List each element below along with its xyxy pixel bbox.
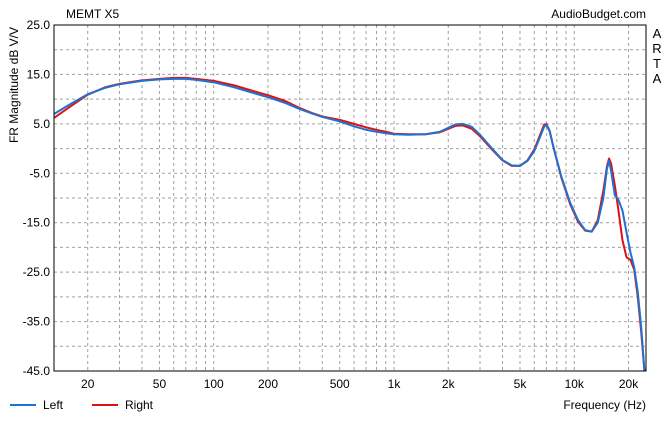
y-axis-label: FR Magnitude dB V/V [7, 27, 21, 143]
brand-label: AudioBudget.com [551, 7, 646, 21]
series-line-right [54, 76, 646, 371]
x-tick-label: 20k [619, 377, 639, 391]
x-tick-label: 2k [442, 377, 456, 391]
x-tick-label: 200 [258, 377, 278, 391]
y-tick-label: -5.0 [29, 166, 50, 180]
y-tick-label: -15.0 [23, 216, 51, 230]
y-tick-label: -35.0 [23, 315, 51, 329]
side-label-letter: T [653, 56, 661, 71]
y-tick-label: 25.0 [27, 18, 51, 32]
side-label-letter: R [652, 41, 661, 56]
x-tick-labels: 20 50 100 200 500 1k 2k 5k 10k 20k [81, 377, 639, 391]
series-layer [54, 76, 646, 371]
x-axis-label: Frequency (Hz) [563, 398, 646, 412]
legend-label-left: Left [43, 398, 64, 412]
x-tick-label: 5k [514, 377, 528, 391]
side-label-letter: A [653, 71, 662, 86]
x-tick-label: 1k [388, 377, 402, 391]
x-tick-label: 50 [153, 377, 167, 391]
grid [54, 25, 646, 371]
chart-title: MEMT X5 [66, 7, 119, 21]
plot-frame [53, 24, 647, 372]
x-tick-label: 100 [204, 377, 224, 391]
y-tick-label: -25.0 [23, 265, 51, 279]
y-tick-label: 15.0 [27, 67, 51, 81]
y-tick-labels: 25.0 15.0 5.0 -5.0 -15.0 -25.0 -35.0 -45.0 [23, 18, 51, 378]
series-line-left [54, 77, 646, 371]
side-label-letter: A [653, 26, 662, 41]
legend: Left Right [10, 398, 154, 412]
x-tick-label: 10k [565, 377, 585, 391]
legend-label-right: Right [125, 398, 154, 412]
y-tick-label: -45.0 [23, 364, 51, 378]
y-tick-label: 5.0 [33, 117, 50, 131]
x-tick-label: 500 [330, 377, 350, 391]
x-tick-label: 20 [81, 377, 95, 391]
